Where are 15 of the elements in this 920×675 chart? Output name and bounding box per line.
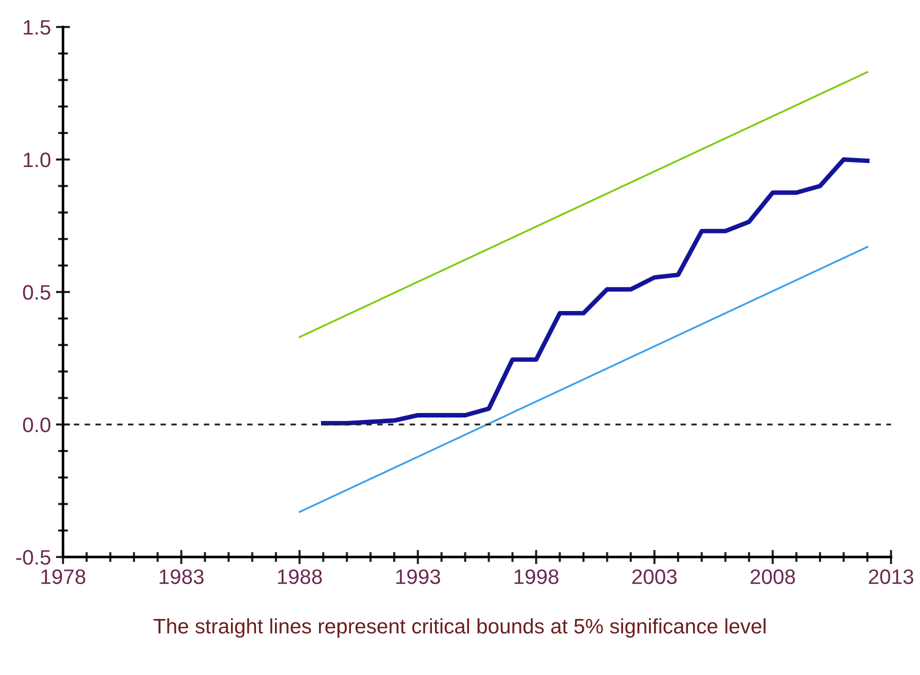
x-tick-label: 2008 [750,569,795,584]
y-tick-label: 1.5 [24,20,50,35]
y-tick-label: -0.5 [16,550,50,565]
x-tick-label: 2003 [632,569,677,584]
x-tick-label: 2013 [868,569,914,584]
x-tick-label: 1978 [41,569,86,584]
x-tick-label: 1983 [160,569,204,584]
text: The straight lines represent critical bounds at 5% significance level [154,618,766,638]
x-tick-label: 1998 [514,569,558,584]
y-tick-label: 0.0 [23,418,50,432]
y-tick-label: 1.0 [24,152,50,168]
x-tick-label: 1993 [396,569,440,584]
x-tick-label: 1988 [278,569,322,584]
y-tick-label: 0.5 [23,285,50,300]
line-series [321,157,870,426]
